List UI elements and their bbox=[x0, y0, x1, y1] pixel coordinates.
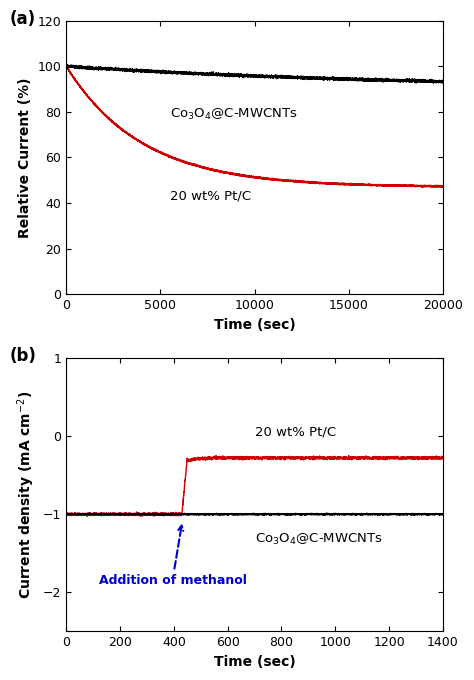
Text: (b): (b) bbox=[9, 347, 36, 365]
X-axis label: Time (sec): Time (sec) bbox=[214, 655, 295, 669]
Text: Co$_3$O$_4$@C-MWCNTs: Co$_3$O$_4$@C-MWCNTs bbox=[170, 107, 298, 122]
Text: 20 wt% Pt/C: 20 wt% Pt/C bbox=[255, 426, 336, 439]
Text: Co$_3$O$_4$@C-MWCNTs: Co$_3$O$_4$@C-MWCNTs bbox=[255, 532, 383, 547]
X-axis label: Time (sec): Time (sec) bbox=[214, 318, 295, 332]
Text: 20 wt% Pt/C: 20 wt% Pt/C bbox=[170, 190, 251, 203]
Text: (a): (a) bbox=[9, 10, 36, 28]
Y-axis label: Current density (mA cm$^{-2}$): Current density (mA cm$^{-2}$) bbox=[16, 390, 37, 599]
Text: Addition of methanol: Addition of methanol bbox=[99, 526, 246, 587]
Y-axis label: Relative Current (%): Relative Current (%) bbox=[18, 78, 32, 238]
